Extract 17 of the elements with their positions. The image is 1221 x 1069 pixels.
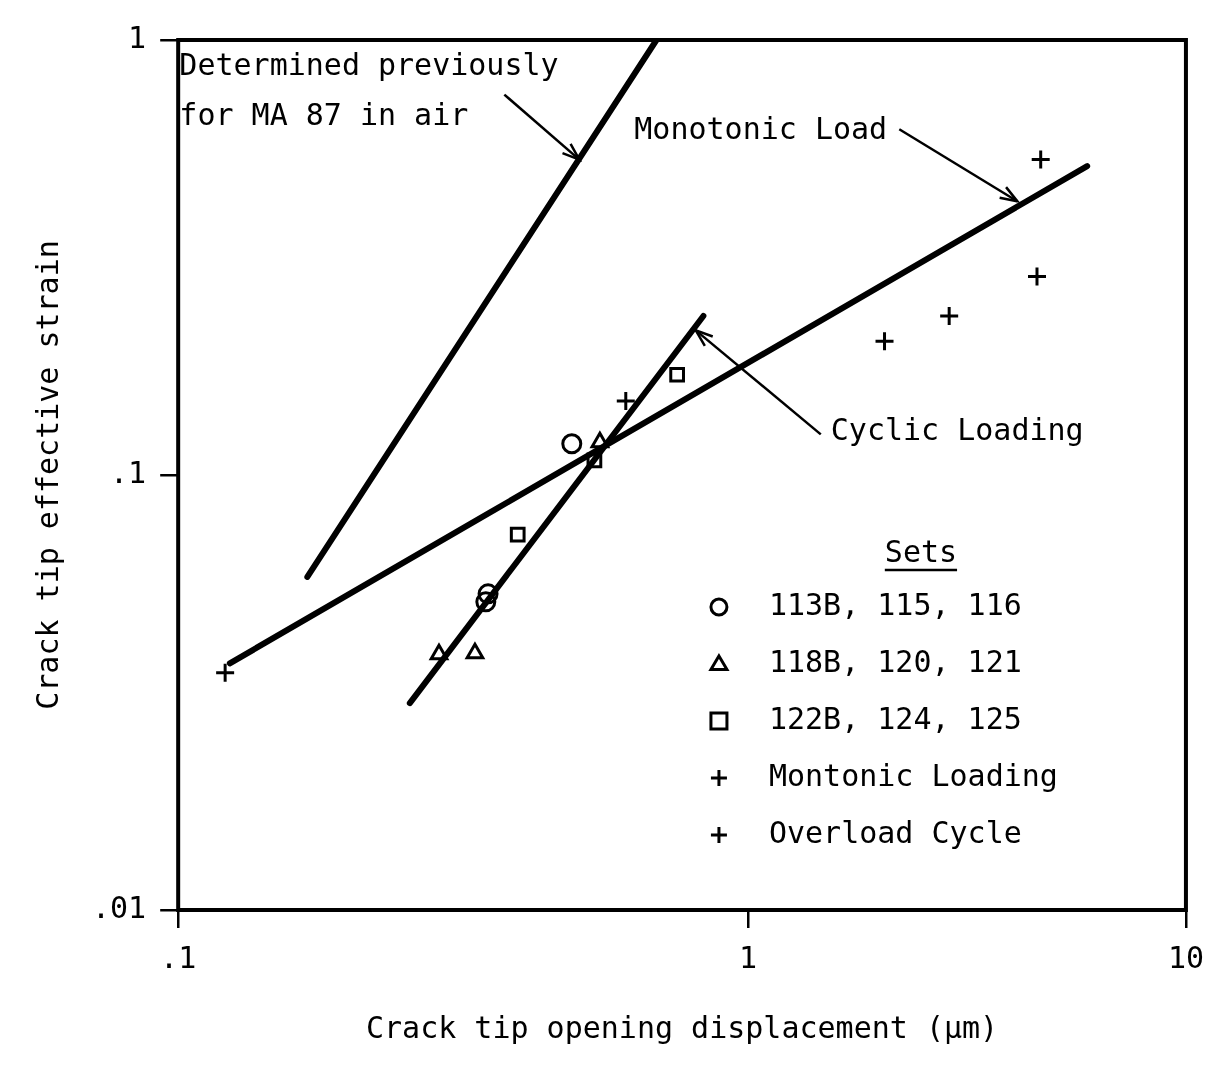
legend-label: Overload Cycle [768, 814, 1022, 850]
legend-label: Montonic Loading [768, 757, 1058, 793]
y-tick-label: .1 [110, 454, 147, 490]
x-tick-label: 10 [1167, 939, 1204, 975]
y-tick-label: 1 [128, 19, 147, 55]
annotation: Determined previously for MA 87 in air [179, 46, 559, 132]
annotation: Cyclic Loading [830, 412, 1084, 448]
legend-title: Sets [884, 534, 958, 569]
y-tick-label: .01 [92, 889, 147, 925]
legend-label: 118B, 120, 121 [768, 643, 1022, 679]
x-tick-label: 1 [738, 939, 758, 975]
x-axis-title: Crack tip opening displacement (μm) [365, 1009, 999, 1045]
x-tick-label: .1 [160, 939, 197, 975]
legend-label: 113B, 115, 116 [768, 586, 1022, 622]
legend-label: 122B, 124, 125 [768, 700, 1022, 736]
y-axis-title: Crack tip effective strain [29, 240, 65, 710]
annotation: Monotonic Load [634, 111, 888, 147]
